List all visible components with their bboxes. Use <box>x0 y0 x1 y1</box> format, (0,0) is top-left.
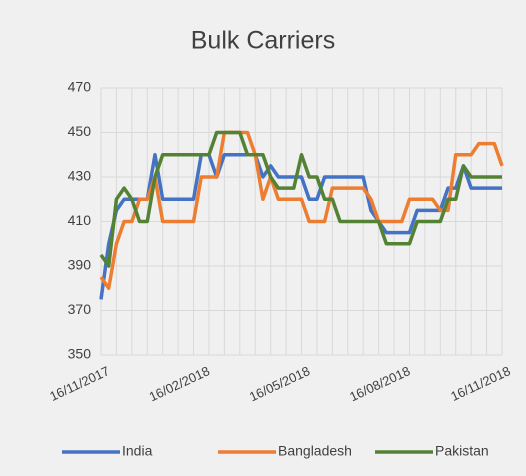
y-tick-label: 390 <box>68 257 92 273</box>
y-tick-label: 450 <box>68 123 92 139</box>
legend-label: Bangladesh <box>278 443 352 459</box>
y-tick-label: 350 <box>68 346 92 362</box>
y-tick-label: 410 <box>68 212 92 228</box>
series-line <box>99 130 504 290</box>
y-tick-label: 430 <box>68 168 92 184</box>
y-tick-label: 470 <box>68 79 92 95</box>
y-tick-label: 370 <box>68 301 92 317</box>
legend-label: Pakistan <box>435 443 489 459</box>
series-line <box>99 153 502 300</box>
legend-label: India <box>122 443 153 459</box>
chart-title: Bulk Carriers <box>191 27 335 55</box>
series-line <box>99 130 502 268</box>
